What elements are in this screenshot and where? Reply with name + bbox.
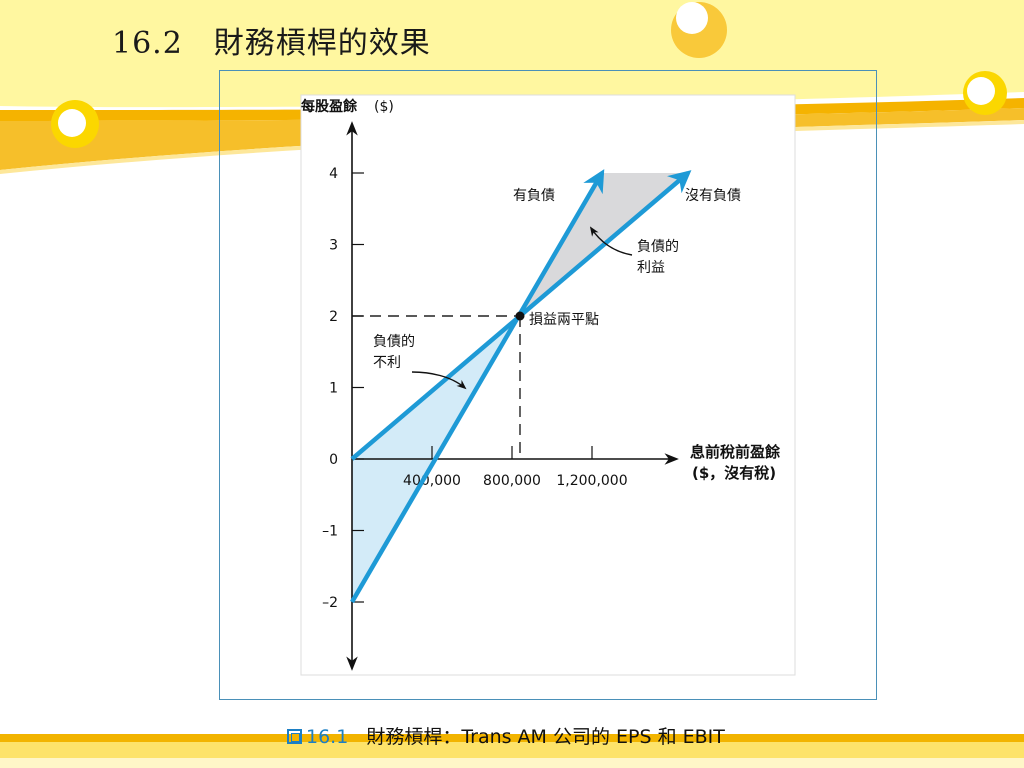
y-tick-label: 1 (329, 381, 338, 397)
x-axis-label: 息前稅前盈餘 (690, 443, 781, 461)
top-banner (0, 0, 1024, 108)
y-tick-label: –2 (322, 595, 338, 611)
figure-frame (219, 70, 877, 700)
advantage-callout-arrow (589, 226, 633, 256)
x-tick-label: 400,000 (403, 473, 461, 489)
y-tick-label: 2 (329, 309, 338, 325)
caption-number: 16.1 (306, 726, 349, 748)
disadvantage-label-1: 負債的 (373, 334, 415, 350)
advantage-label-1: 負債的 (637, 239, 679, 255)
break-even-point (515, 311, 525, 321)
disadvantage-callout-arrow (411, 371, 467, 390)
y-axis-label: 每股盈餘 (301, 98, 358, 115)
figure-caption: 16.1 財務槓桿：Trans AM 公司的 EPS 和 EBIT (287, 722, 725, 749)
disadvantage-label-2: 不利 (373, 355, 401, 371)
y-tick-label: 0 (329, 452, 338, 468)
y-tick-label: 3 (329, 238, 338, 254)
y-tick-label: 4 (329, 166, 338, 182)
advantage-label-2: 利益 (637, 260, 665, 276)
chart-panel (300, 94, 796, 676)
series-line-with-debt (350, 169, 605, 604)
caption-text: 財務槓桿：Trans AM 公司的 EPS 和 EBIT (366, 726, 725, 748)
break-even-label: 損益兩平點 (529, 312, 599, 328)
figure-icon (287, 729, 302, 744)
bottom-stripe (0, 734, 1024, 742)
x-tick-label: 800,000 (483, 473, 541, 489)
slide-title: 16.2 財務槓桿的效果 (112, 26, 431, 61)
x-axis-unit: ($，沒有稅) (692, 464, 776, 482)
x-tick-label: 1,200,000 (556, 473, 627, 489)
series-label-with-debt: 有負債 (513, 188, 555, 204)
y-axis-unit: ($) (374, 99, 394, 115)
series-label-no-debt: 沒有負債 (685, 187, 741, 204)
y-tick-label: –1 (322, 524, 338, 540)
